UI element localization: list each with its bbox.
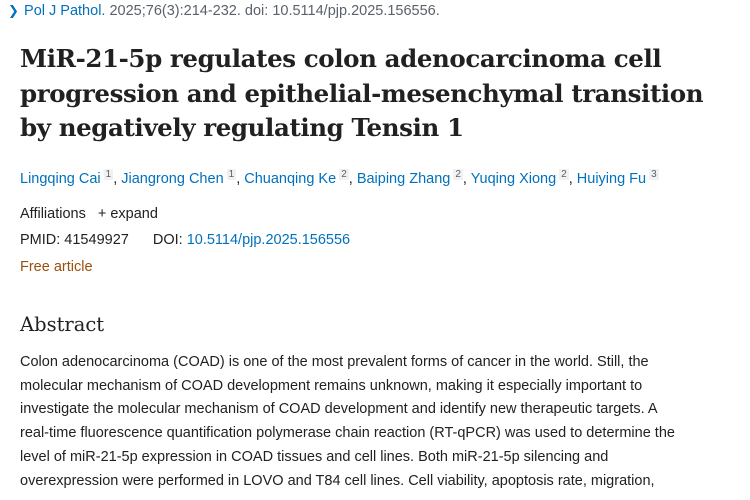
abstract-text: Colon adenocarcinoma (COAD) is one of th… [20,351,748,493]
affiliation-ref[interactable]: 2 [453,169,463,180]
chevron-right-icon[interactable]: ❯ [8,3,19,18]
abstract-line: investigate the molecular mechanism of C… [20,401,658,418]
abstract-line: overexpression were performed in LOVO an… [20,472,655,489]
affiliation-ref[interactable]: 2 [339,169,349,180]
doi-label: DOI: [152,232,183,248]
author-link[interactable]: Lingqing Cai [20,171,101,187]
author-link[interactable]: Yuqing Xiong [470,171,557,187]
abstract-line: real-time fluorescence quantification po… [20,425,675,442]
affiliations-row: Affiliations + expand [20,206,158,222]
author-list: Lingqing Cai 1, Jiangrong Chen 1, Chuanqin… [20,169,659,187]
article-title: MiR-21-5p regulates colon adenocarcinoma… [20,42,740,146]
affiliation-ref[interactable]: 1 [103,169,114,180]
author-link[interactable]: Huiying Fu [576,171,647,187]
affiliation-ref[interactable]: 2 [559,169,569,180]
author-link[interactable]: Chuanqing Ke [244,171,337,187]
free-article-badge: Free article [20,259,93,275]
abstract-heading: Abstract [20,313,105,336]
abstract-line: level of miR-21-5p expression in COAD ti… [20,448,609,465]
citation-line: ❯ Pol J Pathol. 2025;76(3):214-232. doi:… [8,3,440,19]
abstract-line: molecular mechanism of COAD development … [20,377,643,394]
affiliations-label: Affiliations [20,206,86,222]
affiliation-ref[interactable]: 1 [226,169,237,180]
citation-details: 2025;76(3):214-232. doi: 10.5114/pjp.202… [109,3,440,19]
affiliation-ref[interactable]: 3 [649,169,659,180]
journal-link[interactable]: Pol J Pathol. [24,3,106,19]
title-line: progression and epithelial-mesenchymal t… [20,78,704,108]
title-line: by negatively regulating Tensin 1 [20,113,464,142]
identifiers-row: PMID: 41549927 DOI: 10.5114/pjp.2025.156… [20,232,350,248]
doi-link[interactable]: 10.5114/pjp.2025.156556 [186,232,351,248]
expand-affiliations-button[interactable]: + expand [97,206,158,222]
author-link[interactable]: Jiangrong Chen [121,171,224,187]
pmid: PMID: 41549927 [20,232,129,248]
author-link[interactable]: Baiping Zhang [356,171,451,187]
title-line: MiR-21-5p regulates colon adenocarcinoma… [20,44,662,73]
abstract-line: Colon adenocarcinoma (COAD) is one of th… [20,354,649,370]
